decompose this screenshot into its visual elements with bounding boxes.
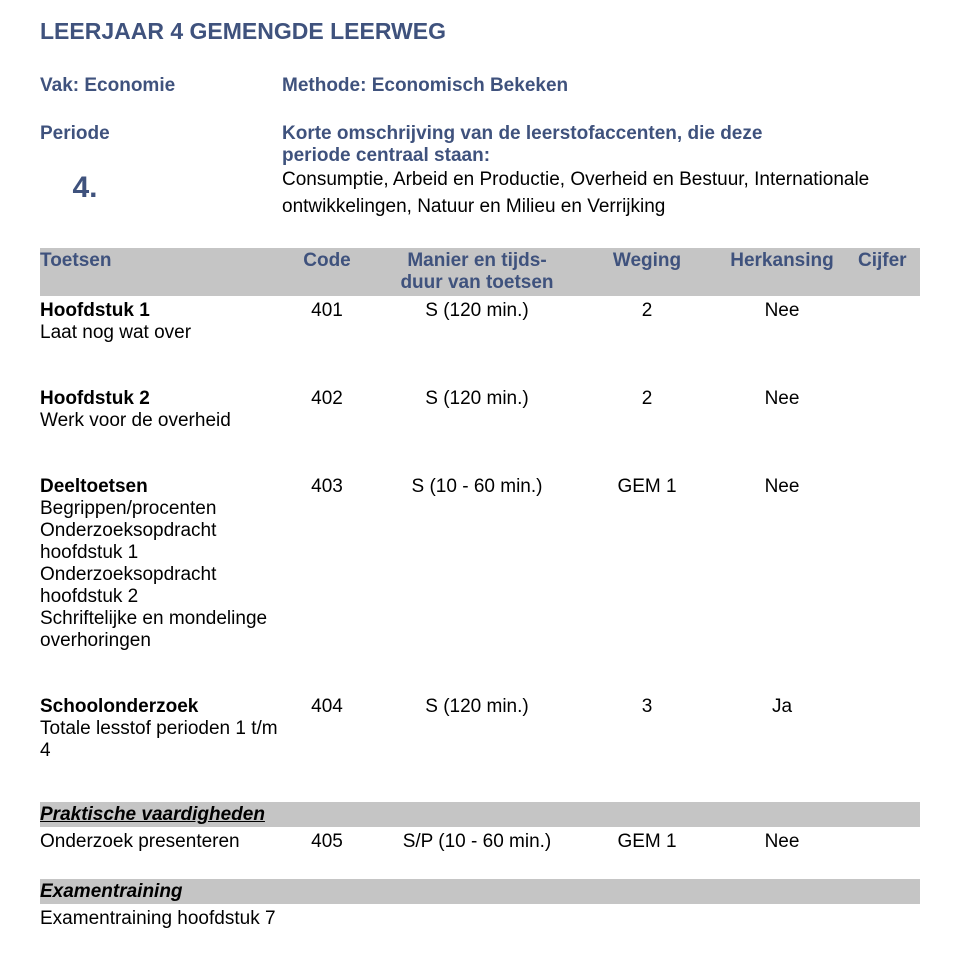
page-title: LEERJAAR 4 GEMENGDE LEERWEG (40, 18, 920, 45)
practical-row: Onderzoek presenteren 405 S/P (10 - 60 m… (40, 827, 920, 853)
practical-row-name: Onderzoek presenteren (40, 831, 240, 852)
table-row: Schoolonderzoek Totale lesstof perioden … (40, 692, 920, 762)
header-grade: Cijfer (852, 250, 920, 294)
row-sub: overhoringen (40, 630, 282, 652)
row-mode: S (120 min.) (372, 300, 582, 322)
row-sub: Begrippen/procenten (40, 498, 282, 520)
desc-sub: periode centraal staan: (282, 145, 920, 167)
practical-row-code: 405 (282, 831, 372, 853)
period-label: Periode (40, 123, 282, 145)
period-row: Periode 4. Korte omschrijving van de lee… (40, 123, 920, 220)
row-sub: Laat nog wat over (40, 322, 282, 344)
row-sub: Werk voor de overheid (40, 410, 282, 432)
desc-body: Consumptie, Arbeid en Productie, Overhei… (282, 167, 920, 220)
header-toetsen: Toetsen (40, 250, 282, 294)
table-row: Hoofdstuk 2 Werk voor de overheid 402 S … (40, 384, 920, 432)
method-label: Methode: Economisch Bekeken (282, 75, 920, 97)
table-header: Toetsen Code Manier en tijds- duur van t… (40, 248, 920, 296)
row-sub: Onderzoeksopdracht hoofdstuk 1 (40, 520, 282, 564)
row-retake: Nee (712, 388, 852, 410)
row-name: Deeltoetsen (40, 476, 148, 497)
row-retake: Ja (712, 696, 852, 718)
row-sub: Schriftelijke en mondelinge (40, 608, 282, 630)
row-weight: 3 (582, 696, 712, 718)
subject-row: Vak: Economie Methode: Economisch Bekeke… (40, 75, 920, 97)
row-name: Schoolonderzoek (40, 696, 198, 717)
header-mode: Manier en tijds- duur van toetsen (372, 250, 582, 294)
exam-row: Examentraining hoofdstuk 7 (40, 904, 920, 930)
row-weight: 2 (582, 300, 712, 322)
row-code: 403 (282, 476, 372, 498)
header-mode-line2: duur van toetsen (372, 272, 582, 294)
row-mode: S (120 min.) (372, 388, 582, 410)
exam-heading: Examentraining (40, 881, 183, 903)
header-weight: Weging (582, 250, 712, 294)
header-code: Code (282, 250, 372, 294)
practical-row-mode: S/P (10 - 60 min.) (372, 831, 582, 853)
row-retake: Nee (712, 476, 852, 498)
row-code: 401 (282, 300, 372, 322)
row-sub: Onderzoeksopdracht hoofdstuk 2 (40, 564, 282, 608)
row-mode: S (10 - 60 min.) (372, 476, 582, 498)
header-retake: Herkansing (712, 250, 852, 294)
description-block: Korte omschrijving van de leerstofaccent… (282, 123, 920, 220)
period-block: Periode 4. (40, 123, 282, 205)
row-name: Hoofdstuk 2 (40, 388, 150, 409)
exam-sub: Examentraining hoofdstuk 7 (40, 908, 276, 929)
practical-heading: Praktische vaardigheden (40, 804, 265, 826)
row-weight: 2 (582, 388, 712, 410)
row-retake: Nee (712, 300, 852, 322)
page: LEERJAAR 4 GEMENGDE LEERWEG Vak: Economi… (0, 0, 960, 960)
row-name: Hoofdstuk 1 (40, 300, 150, 321)
desc-heading: Korte omschrijving van de leerstofaccent… (282, 123, 920, 145)
header-mode-line1: Manier en tijds- (407, 250, 546, 271)
row-sub: Totale lesstof perioden 1 t/m 4 (40, 718, 282, 762)
row-code: 402 (282, 388, 372, 410)
practical-row-retake: Nee (712, 831, 852, 853)
row-weight: GEM 1 (582, 476, 712, 498)
table-row: Hoofdstuk 1 Laat nog wat over 401 S (120… (40, 296, 920, 344)
practical-bar: Praktische vaardigheden (40, 802, 920, 827)
table-row: Deeltoetsen Begrippen/procenten Onderzoe… (40, 472, 920, 652)
practical-row-weight: GEM 1 (582, 831, 712, 853)
row-mode: S (120 min.) (372, 696, 582, 718)
period-number: 4. (40, 171, 130, 205)
exam-bar: Examentraining (40, 879, 920, 904)
subject-label: Vak: Economie (40, 75, 282, 97)
row-code: 404 (282, 696, 372, 718)
